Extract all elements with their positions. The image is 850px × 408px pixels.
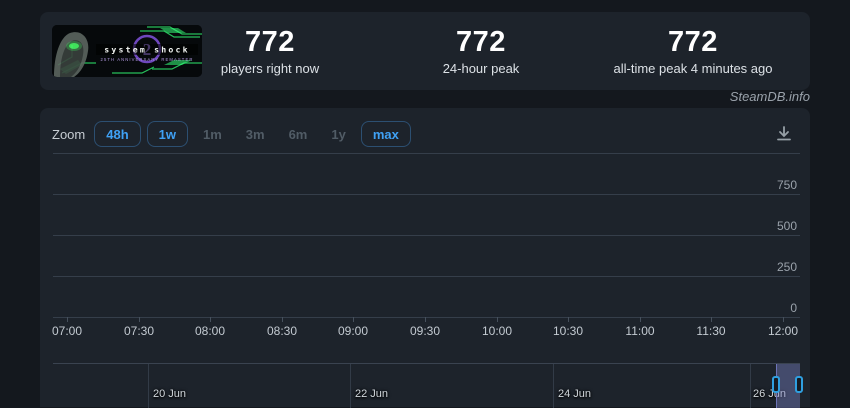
gridline — [53, 317, 800, 318]
x-axis-tick — [282, 317, 283, 322]
game-banner: 2 system shock 25TH ANNIVERSARY REMASTER — [52, 25, 202, 77]
x-axis-tick — [711, 317, 712, 322]
y-axis-label: 250 — [776, 260, 797, 274]
stat-24h-peak-value: 772 — [456, 26, 506, 58]
x-axis-label: 09:30 — [409, 324, 441, 338]
x-axis-tick — [425, 317, 426, 322]
stat-alltime-peak-label: all-time peak 4 minutes ago — [613, 61, 773, 76]
x-axis-tick — [139, 317, 140, 322]
svg-text:25TH ANNIVERSARY REMASTER: 25TH ANNIVERSARY REMASTER — [101, 57, 194, 62]
game-banner-art: 2 system shock 25TH ANNIVERSARY REMASTER — [52, 25, 202, 77]
x-axis-label: 07:00 — [51, 324, 83, 338]
x-axis-tick — [497, 317, 498, 322]
x-axis-label: 10:00 — [481, 324, 513, 338]
zoom-button-max[interactable]: max — [360, 121, 411, 147]
zoom-button-6m: 6m — [288, 126, 308, 142]
x-axis-tick — [783, 317, 784, 322]
zoom-button-1m: 1m — [202, 126, 222, 142]
x-axis-label: 08:30 — [266, 324, 298, 338]
zoom-button-48h[interactable]: 48h — [94, 121, 141, 147]
chart-navigator[interactable]: 20 Jun 22 Jun 24 Jun 26 Jun — [53, 363, 803, 408]
x-axis-label: 07:30 — [123, 324, 155, 338]
gridline — [53, 276, 800, 277]
stat-players-now: 772 players right now — [160, 26, 380, 76]
gridline — [53, 194, 800, 195]
navigator-date-label: 22 Jun — [355, 388, 389, 400]
navigator-date-label: 20 Jun — [153, 388, 187, 400]
navigator-right-handle[interactable] — [795, 376, 803, 393]
gridline — [53, 235, 800, 236]
zoom-button-1y: 1y — [331, 126, 346, 142]
zoom-button-1w[interactable]: 1w — [146, 121, 188, 147]
y-axis-label: 500 — [776, 219, 797, 233]
x-axis-tick — [67, 317, 68, 322]
x-axis-label: 12:00 — [767, 324, 799, 338]
navigator-gridline — [553, 364, 554, 408]
svg-text:system shock: system shock — [104, 45, 190, 55]
download-icon[interactable] — [774, 124, 794, 144]
navigator-left-handle[interactable] — [772, 376, 780, 393]
chart-plot-area[interactable]: 750 500 250 0 07:00 07:30 08:00 08:30 09… — [52, 153, 800, 338]
x-axis-label: 08:00 — [194, 324, 226, 338]
x-axis-tick — [568, 317, 569, 322]
x-axis-tick — [640, 317, 641, 322]
navigator-gridline — [148, 364, 149, 408]
navigator-gridline — [350, 364, 351, 408]
stat-players-now-value: 772 — [245, 26, 295, 58]
x-axis-tick — [210, 317, 211, 322]
stat-24h-peak-label: 24-hour peak — [442, 61, 520, 76]
y-axis-label: 750 — [776, 178, 797, 192]
x-axis-label: 10:30 — [552, 324, 584, 338]
chart-toolbar: Zoom 48h 1w 1m 3m 6m 1y max — [52, 120, 417, 148]
navigator-gridline — [750, 364, 751, 408]
stats-header-panel: 2 system shock 25TH ANNIVERSARY REMASTER… — [40, 12, 810, 90]
y-axis-label: 0 — [790, 301, 797, 315]
x-axis-label: 11:00 — [625, 324, 655, 338]
gridline — [53, 153, 800, 154]
stat-24h-peak: 772 24-hour peak — [371, 26, 591, 76]
x-axis-tick — [353, 317, 354, 322]
zoom-button-3m: 3m — [245, 126, 265, 142]
zoom-label: Zoom — [52, 126, 86, 142]
stat-alltime-peak-value: 772 — [668, 26, 718, 58]
steamdb-watermark: SteamDB.info — [729, 89, 810, 104]
stat-alltime-peak: 772 all-time peak 4 minutes ago — [583, 26, 803, 76]
x-axis-label: 09:00 — [337, 324, 369, 338]
stat-players-now-label: players right now — [220, 61, 320, 76]
navigator-date-label: 24 Jun — [558, 388, 592, 400]
x-axis-label: 11:30 — [696, 324, 726, 338]
player-chart-panel: Zoom 48h 1w 1m 3m 6m 1y max 750 500 250 … — [40, 108, 810, 408]
